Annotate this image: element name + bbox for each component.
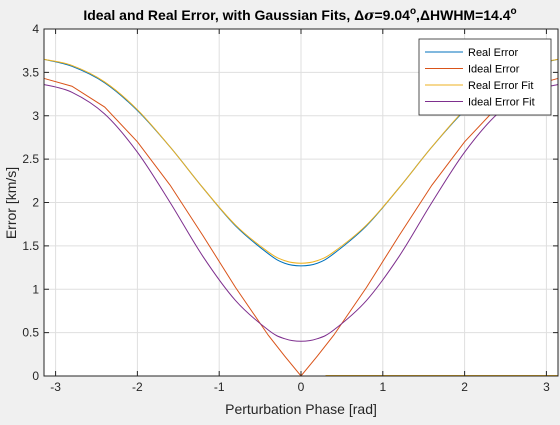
y-tick-label: 3.5 xyxy=(22,65,39,79)
y-tick-label: 0 xyxy=(32,369,39,383)
x-tick-label: -2 xyxy=(132,380,143,394)
y-axis-label: Error [km/s] xyxy=(3,167,19,239)
y-tick-label: 2.5 xyxy=(22,152,39,166)
x-tick-label: 0 xyxy=(298,380,305,394)
x-axis-label: Perturbation Phase [rad] xyxy=(225,401,377,417)
y-tick-label: 2 xyxy=(32,196,39,210)
y-tick-label: 1 xyxy=(32,282,39,296)
legend-label: Real Error xyxy=(468,47,518,59)
legend-label: Real Error Fit xyxy=(468,80,533,92)
chart-title: Ideal and Real Error, with Gaussian Fits… xyxy=(83,6,516,24)
series-line-4 xyxy=(43,84,559,342)
x-tick-label: -3 xyxy=(50,380,61,394)
y-tick-label: 3 xyxy=(32,109,39,123)
x-tick-label: -1 xyxy=(214,380,225,394)
legend: Real Error Ideal Error Real Error Fit Ideal… xyxy=(418,38,552,116)
legend-label: Ideal Error Fit xyxy=(468,97,535,109)
x-tick-label: 1 xyxy=(379,380,386,394)
y-tick-label: 0.5 xyxy=(22,326,39,340)
x-tick-label: 3 xyxy=(543,380,550,394)
legend-label: Ideal Error xyxy=(468,64,520,76)
ticks: -3 -2 -1 0 1 2 3 0 0.5 1 1.5 2 2.5 3 3.5 4 xyxy=(22,22,558,394)
y-tick-label: 1.5 xyxy=(22,239,39,253)
y-tick-label: 4 xyxy=(32,22,39,36)
x-tick-label: 2 xyxy=(461,380,468,394)
